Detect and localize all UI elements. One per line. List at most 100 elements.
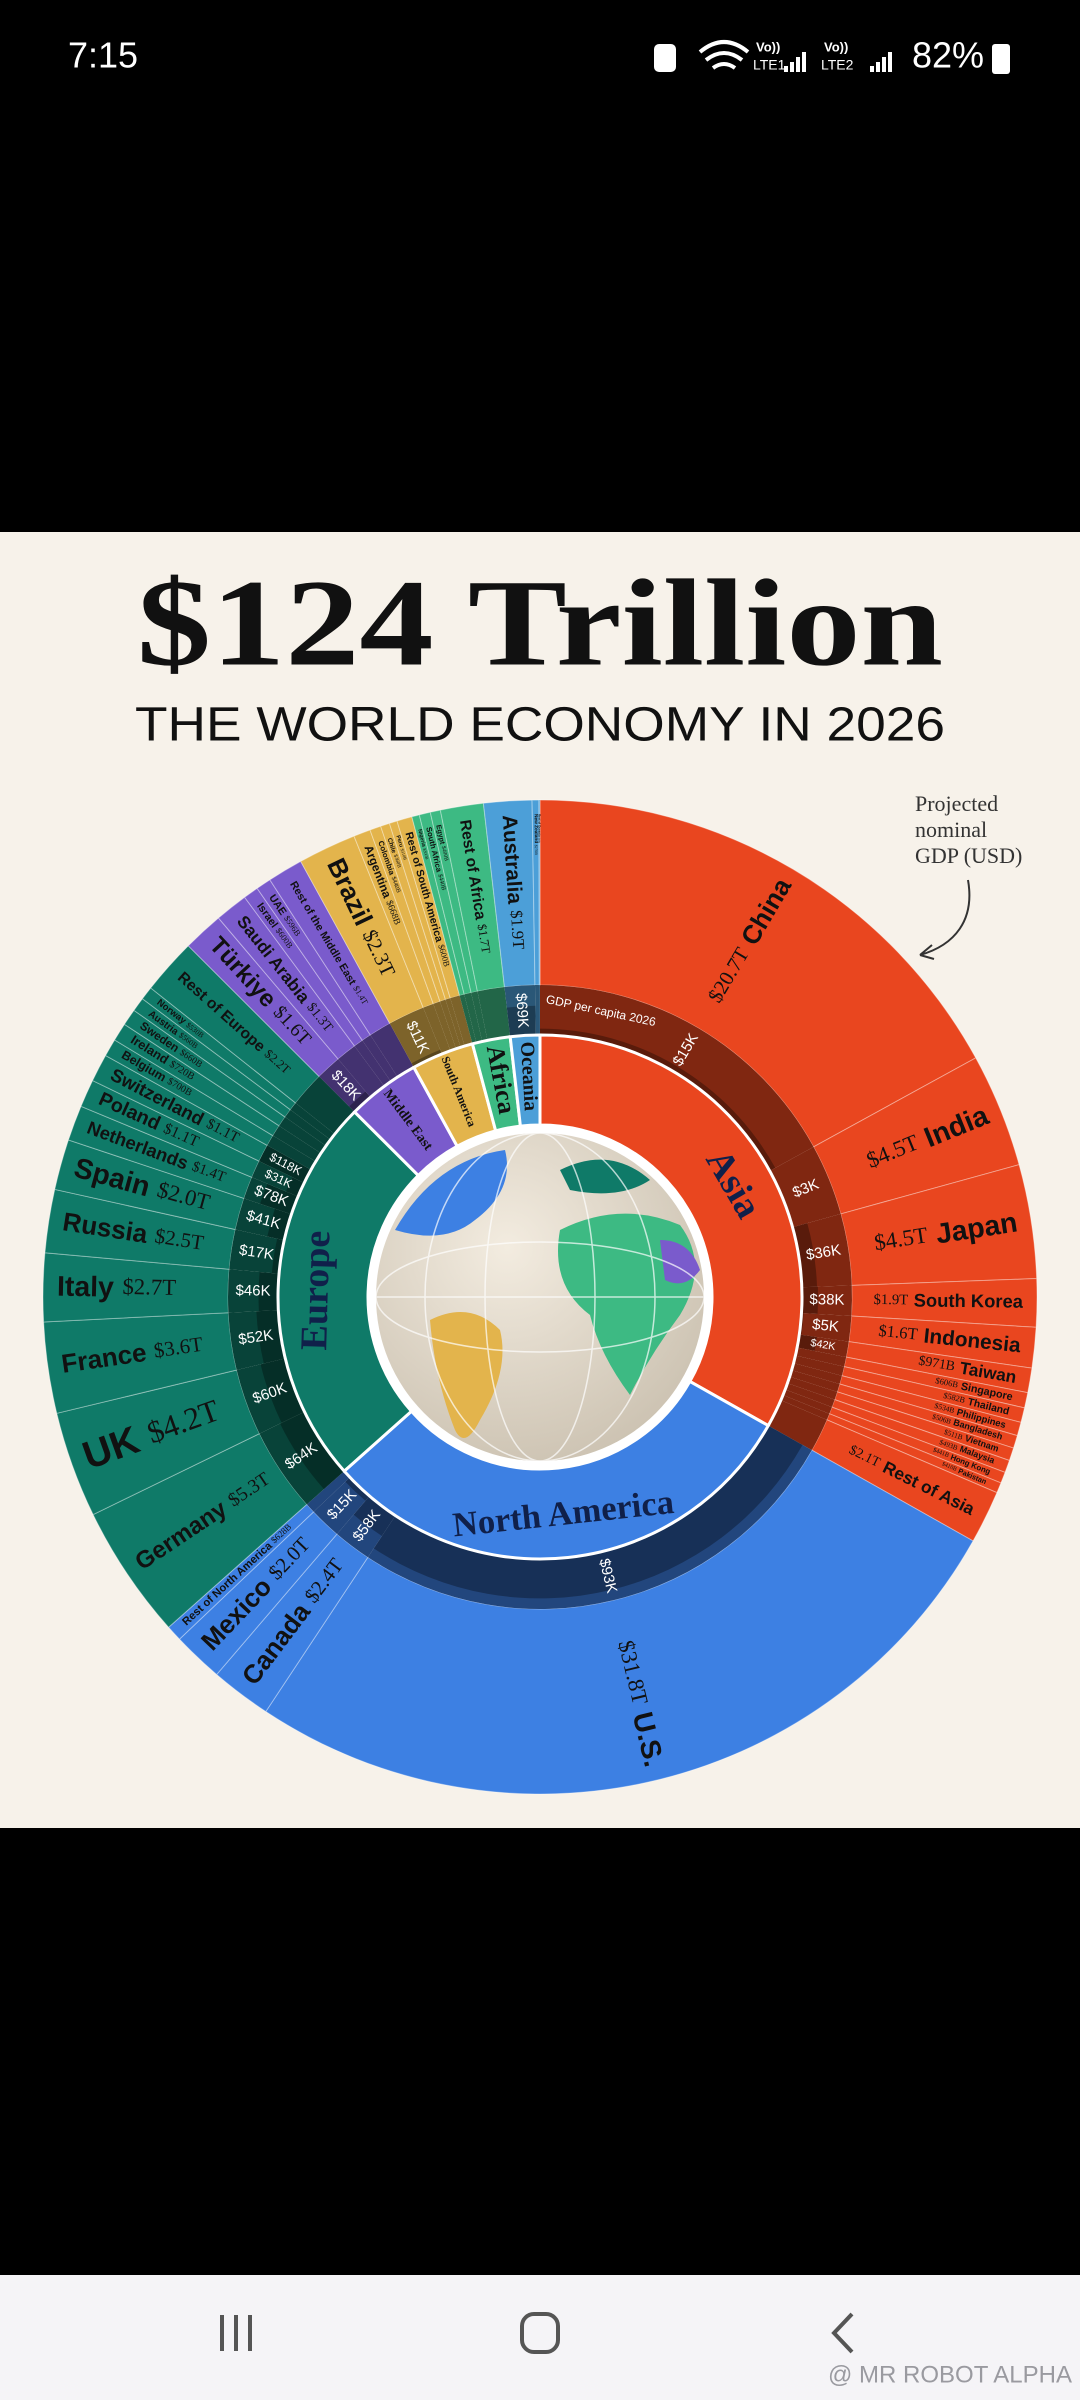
per-capita-band bbox=[272, 1125, 321, 1162]
country-label: Nigeria$300B bbox=[416, 829, 430, 861]
chart-title: $124 Trillion bbox=[137, 554, 943, 691]
country-value: $1.9T bbox=[873, 1292, 908, 1308]
globe bbox=[368, 1125, 712, 1469]
per-capita-band bbox=[235, 1198, 292, 1241]
continent-label: Oceania bbox=[516, 1041, 542, 1112]
globe-grid bbox=[375, 1132, 705, 1462]
country-value: $440B bbox=[436, 873, 447, 891]
per-capita-band bbox=[795, 1347, 847, 1367]
per-capita-band bbox=[768, 1400, 827, 1451]
per-capita-band bbox=[338, 1046, 385, 1098]
per-capita-band bbox=[793, 1355, 845, 1376]
battery-icon bbox=[992, 44, 1010, 74]
per-capita-band bbox=[251, 1161, 305, 1197]
per-capita-band bbox=[797, 1334, 849, 1358]
country-label: Australia$1.9T bbox=[498, 814, 530, 950]
back-button[interactable] bbox=[831, 2312, 854, 2354]
sunburst: $15K$20.7TChina$3K$4.5TIndia$36K $4.5T Jap… bbox=[42, 799, 1038, 1795]
globe-land bbox=[560, 1159, 650, 1194]
per-capita-band bbox=[540, 985, 814, 1171]
per-capita-band bbox=[785, 1383, 835, 1408]
chart-subtitle: THE WORLD ECONOMY IN 2026 bbox=[135, 699, 945, 752]
country-label: Chile$360B bbox=[386, 837, 403, 869]
per-capita-bar bbox=[260, 1183, 299, 1215]
country-value: $2.7T bbox=[122, 1274, 176, 1300]
watermark: @ MR ROBOT ALPHA bbox=[828, 2361, 1072, 2388]
annotation-line: GDP (USD) bbox=[915, 843, 1022, 868]
per-capita-band bbox=[267, 1135, 316, 1170]
per-capita-band bbox=[229, 1229, 285, 1274]
per-capita-bar bbox=[280, 1411, 345, 1490]
recents-button[interactable] bbox=[220, 2315, 252, 2351]
continent-label: Europe bbox=[293, 1230, 338, 1351]
per-capita-band bbox=[439, 999, 461, 1049]
signal-icon bbox=[870, 52, 892, 72]
country-label: $4.5T Japan bbox=[872, 1206, 1019, 1260]
status-time: 7:15 bbox=[68, 35, 138, 76]
signal-icon bbox=[784, 52, 806, 72]
country-value: $40B bbox=[538, 838, 541, 844]
country-value: $1.6T bbox=[878, 1321, 919, 1344]
per-capita-label: $5K bbox=[811, 1316, 839, 1336]
volte-label: Vo)) bbox=[756, 39, 780, 54]
per-capita-label: $46K bbox=[235, 1282, 270, 1300]
per-capita-band bbox=[354, 1040, 391, 1087]
per-capita-band bbox=[313, 1477, 370, 1534]
country-value: $310B bbox=[400, 848, 408, 861]
per-capita-bar bbox=[259, 1145, 312, 1183]
country-label: Peru$310B bbox=[394, 835, 408, 861]
globe-land bbox=[430, 1312, 503, 1438]
per-capita-band bbox=[792, 1213, 852, 1288]
country-name: Peru bbox=[394, 835, 403, 848]
per-capita-band bbox=[789, 1370, 840, 1392]
country-name: Italy bbox=[57, 1270, 115, 1303]
annotation-line: nominal bbox=[915, 817, 987, 842]
per-capita-label: $17K bbox=[238, 1241, 275, 1263]
country-value: $1.7T bbox=[475, 923, 494, 955]
per-capita-band bbox=[259, 1145, 312, 1183]
wifi-icon bbox=[698, 40, 750, 70]
per-capita-band bbox=[504, 985, 536, 1037]
volte-label: Vo)) bbox=[824, 39, 848, 54]
country-name: Nigeria bbox=[416, 829, 426, 848]
per-capita-bar bbox=[258, 1271, 280, 1312]
country-value: $971B bbox=[917, 1353, 956, 1374]
per-capita-bar bbox=[801, 1286, 819, 1314]
per-capita-band bbox=[228, 1269, 280, 1313]
country-name: New Zealand bbox=[532, 814, 538, 843]
network-label: LTE2 bbox=[821, 57, 854, 73]
country-name: South Korea bbox=[914, 1289, 1024, 1311]
per-capita-band bbox=[791, 1363, 842, 1385]
per-capita-bar bbox=[349, 1091, 371, 1112]
per-capita-band bbox=[535, 985, 540, 1036]
country-value: $400B bbox=[440, 845, 450, 861]
per-capita-band bbox=[471, 991, 488, 1042]
per-capita-band bbox=[243, 1177, 299, 1215]
per-capita-label: $52K bbox=[237, 1327, 274, 1349]
country-value: $300B bbox=[422, 848, 430, 860]
country-value: $270B bbox=[534, 845, 538, 856]
per-capita-bar bbox=[345, 1477, 370, 1501]
per-capita-bar bbox=[797, 1334, 817, 1351]
globe-land bbox=[660, 1240, 700, 1284]
per-capita-band bbox=[362, 1035, 398, 1082]
per-capita-band bbox=[450, 995, 473, 1047]
battery-label: 82% bbox=[912, 35, 984, 76]
globe-land bbox=[558, 1213, 695, 1395]
per-capita-band bbox=[306, 1471, 350, 1512]
per-capita-label: $38K bbox=[809, 1291, 844, 1308]
per-capita-band bbox=[799, 1312, 852, 1342]
per-capita-band bbox=[228, 1310, 286, 1371]
per-capita-band bbox=[801, 1285, 852, 1317]
per-capita-band bbox=[319, 1059, 371, 1112]
per-capita-bar bbox=[271, 1238, 285, 1274]
country-name: Chile bbox=[386, 837, 398, 854]
per-capita-bar bbox=[506, 1005, 536, 1037]
status-icon bbox=[654, 44, 676, 72]
home-button[interactable] bbox=[520, 2312, 560, 2354]
country-value: $1.9T bbox=[507, 909, 529, 949]
per-capita-band bbox=[445, 998, 465, 1048]
